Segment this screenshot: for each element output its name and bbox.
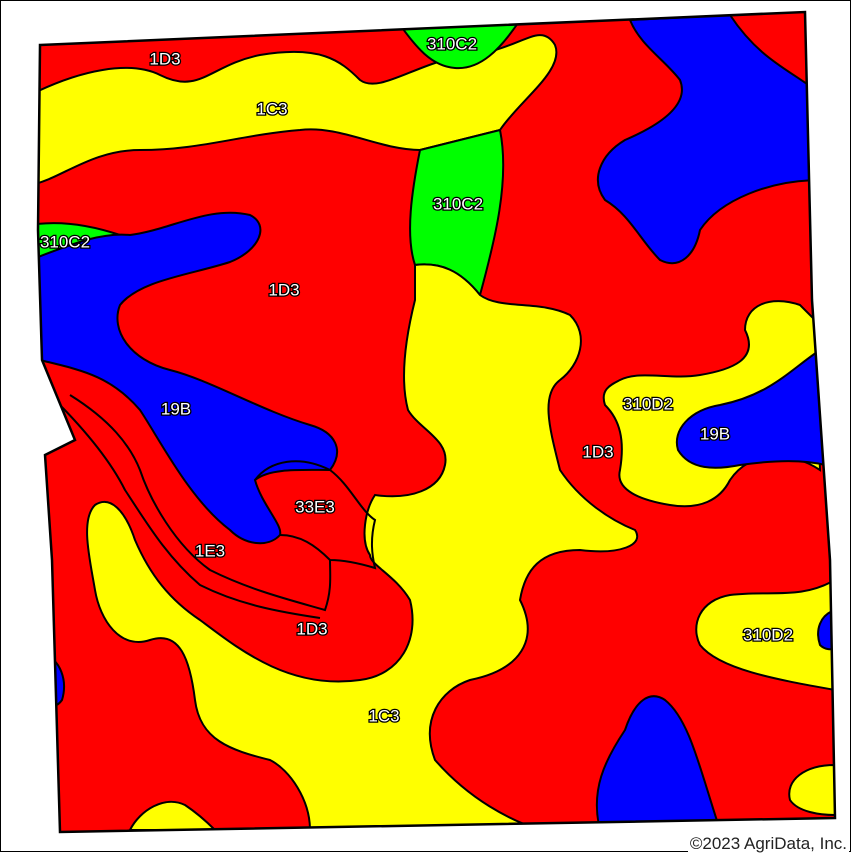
label-310d2: 310D2 — [743, 625, 793, 644]
label-310d2: 310D2 — [623, 394, 673, 413]
label-19b: 19B — [161, 399, 191, 418]
boundary-1e3-upper — [69, 394, 332, 612]
label-310c2: 310C2 — [40, 232, 90, 251]
map-unit-blue-bottom-right — [595, 695, 722, 831]
label-1d3: 1D3 — [582, 442, 613, 461]
map-unit-19b-right — [675, 348, 827, 469]
label-1d3: 1D3 — [149, 49, 180, 68]
label-1d3: 1D3 — [268, 280, 299, 299]
boundary-1e3-lower — [54, 399, 321, 619]
label-33e3: 33E3 — [295, 497, 335, 516]
map-unit-19b-left — [38, 211, 339, 545]
label-1d3: 1D3 — [296, 619, 327, 638]
label-310c2: 310C2 — [433, 194, 483, 213]
boundary-33e3 — [254, 460, 377, 570]
map-unit-yellow-bottom-left — [128, 800, 218, 831]
label-1c3: 1C3 — [256, 99, 287, 118]
label-310c2: 310C2 — [427, 34, 477, 53]
copyright-notice: ©2023 AgriData, Inc. — [687, 834, 849, 854]
map-unit-yellow-bottom-right — [788, 763, 835, 817]
map-unit-310c2-top — [398, 18, 522, 70]
field-boundary — [36, 10, 837, 834]
map-unit-1c3-center — [86, 263, 638, 831]
map-unit-310d2-lower — [695, 578, 835, 692]
map-unit-1c3-top — [38, 34, 558, 187]
label-1c3: 1C3 — [368, 706, 399, 725]
label-1e3: 1E3 — [195, 541, 225, 560]
label-19b: 19B — [700, 424, 730, 443]
